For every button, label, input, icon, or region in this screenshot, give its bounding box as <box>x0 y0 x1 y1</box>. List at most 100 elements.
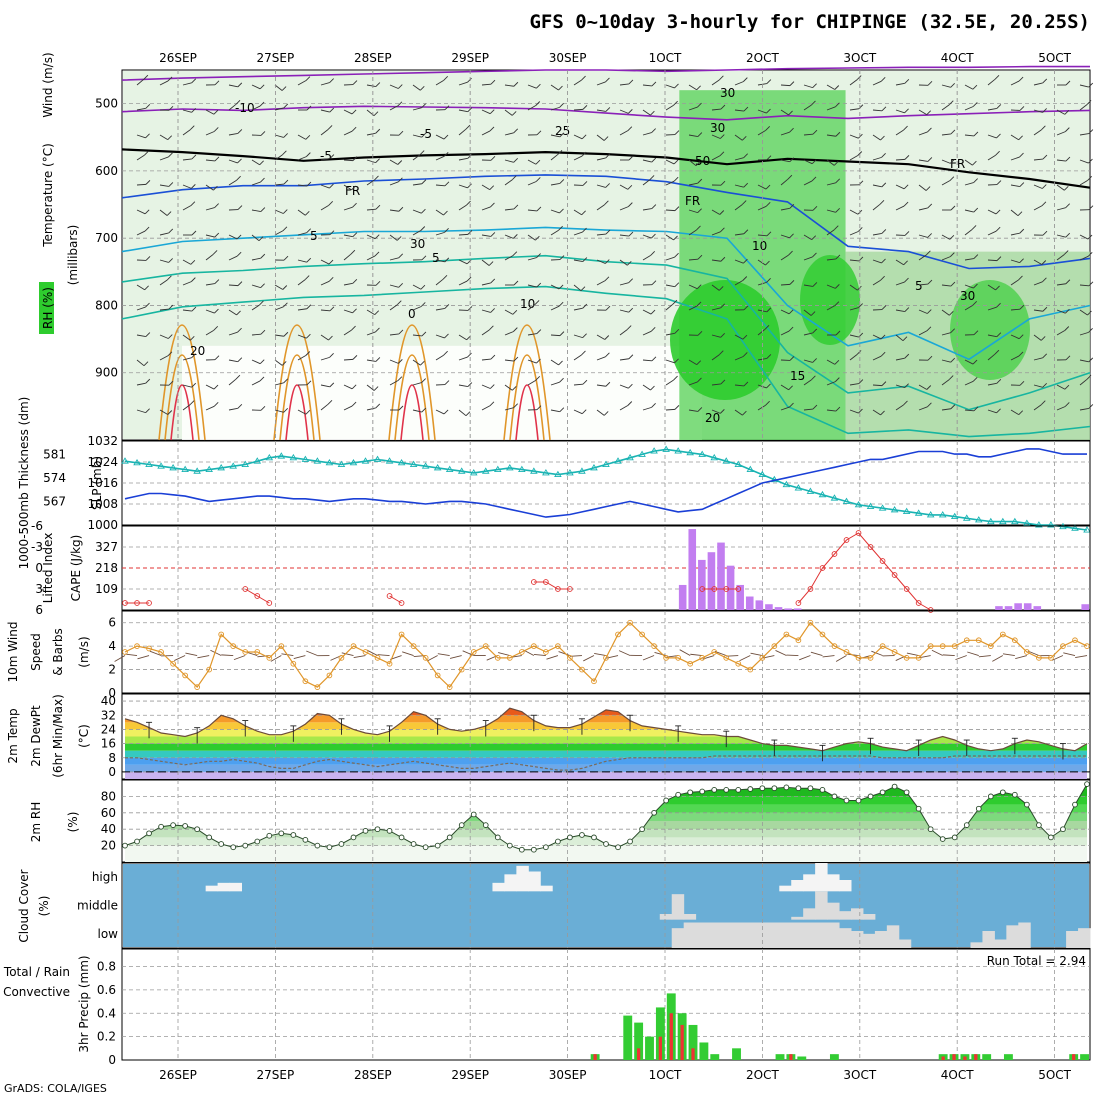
wind-barb <box>690 653 703 656</box>
wind-barb <box>320 403 329 411</box>
temp-band <box>125 750 1087 758</box>
wind-barb <box>987 306 997 311</box>
rh-marker <box>230 844 237 851</box>
wind-barb <box>734 81 744 86</box>
wind-barb-flag <box>835 284 840 289</box>
wind-speed-marker <box>651 643 657 649</box>
wind-barb <box>297 80 307 86</box>
thickness-marker <box>337 460 346 467</box>
wind-speed-marker <box>386 660 393 667</box>
rh-marker <box>831 793 838 800</box>
wind-barb-flag <box>1088 281 1094 287</box>
wind-barb-flag <box>329 154 335 159</box>
wind-barb <box>573 259 583 263</box>
rh-marker <box>350 834 357 841</box>
wind-barb <box>1079 84 1089 88</box>
thickness-marker <box>361 457 370 464</box>
wind-barb <box>550 209 560 214</box>
wind-barb <box>527 181 537 186</box>
rh-tick-label: 20 <box>101 839 116 853</box>
precip-total-label: Total / Rain <box>3 965 70 979</box>
li-tick-label: 6 <box>35 603 43 617</box>
wind-barb <box>734 356 744 361</box>
wind-barb <box>136 334 146 338</box>
wind-barb-flag <box>696 225 701 231</box>
wind-barb <box>849 307 859 311</box>
wind-barb-flag <box>1018 76 1024 82</box>
wind-barb <box>895 205 905 211</box>
cloud-bar <box>1078 928 1091 948</box>
wind-barb-flag <box>673 176 679 182</box>
wind-axis-label-2: Speed <box>29 633 43 671</box>
wind-barb <box>527 284 537 288</box>
wind-barb-flag <box>603 411 609 416</box>
thickness-marker <box>133 458 141 466</box>
wind-barb <box>343 358 354 361</box>
wind-barb-flag <box>467 352 472 358</box>
wind-barb-flag <box>766 307 772 313</box>
wind-barb <box>1056 384 1066 390</box>
rh-marker <box>615 844 621 851</box>
thickness-marker <box>373 455 382 462</box>
wind-barb <box>987 334 997 338</box>
wind-barb-flag <box>948 100 954 106</box>
wind-speed-marker <box>939 643 946 649</box>
wind-barb <box>228 407 238 411</box>
wind-barb <box>619 234 629 237</box>
wind-barb <box>918 184 927 191</box>
wind-barb-flag <box>444 181 450 187</box>
wind-barb-flag <box>559 208 564 214</box>
wind-barb <box>435 409 445 415</box>
wind-barb-flag <box>534 300 540 305</box>
day-label-bottom: 2OCT <box>746 1068 779 1082</box>
wind-barb <box>182 109 192 113</box>
wind-barb-flag <box>995 285 1000 291</box>
rh-marker <box>567 834 573 841</box>
wind-barb-flag <box>881 182 887 188</box>
wind-barb <box>826 381 836 386</box>
wind-barb <box>872 259 882 264</box>
wind-barb-flag <box>329 306 335 312</box>
precip-total-bar <box>688 1024 698 1060</box>
wind-barb <box>297 409 307 415</box>
li-marker <box>867 544 874 550</box>
wind-barb-flag <box>375 327 380 333</box>
wind-barb-flag <box>490 202 495 208</box>
wind-barb-flag <box>1088 129 1094 134</box>
wind-barb-flag <box>766 108 771 114</box>
warm-isotherm <box>388 324 436 441</box>
cloud-bar <box>528 871 541 892</box>
day-label-top: 3OCT <box>843 51 876 65</box>
wind-barb-flag <box>605 107 611 112</box>
wind-barb-flag <box>304 275 310 280</box>
wind-barb-flag <box>994 75 1000 80</box>
wind-barb-flag <box>651 204 657 209</box>
li-marker <box>831 551 838 557</box>
wind-barb <box>228 309 237 316</box>
wind-speed-marker <box>470 649 477 655</box>
rh-marker <box>326 844 333 851</box>
wind-barb-flag <box>697 377 702 383</box>
wind-barb-flag <box>1018 275 1023 281</box>
wind-barb-flag <box>396 300 402 306</box>
wind-barb <box>688 182 698 186</box>
rh-marker <box>939 836 946 842</box>
rh-marker <box>290 832 297 838</box>
wind-barb-flag <box>766 383 771 389</box>
cloud-bar <box>683 922 697 948</box>
precip-convective-bar <box>963 1056 967 1060</box>
wind-barb-flag <box>168 105 174 111</box>
cloud-bar <box>791 922 804 948</box>
temperature-axis-label: Temperature (°C) <box>41 143 55 248</box>
wind-barb-flag <box>1087 310 1092 316</box>
wind-barb <box>711 307 721 311</box>
pressure-axis-label: (millibars) <box>66 225 80 286</box>
wind-barb <box>1056 254 1065 261</box>
wind-barb <box>734 109 744 112</box>
precip-total-bar <box>797 1056 807 1060</box>
wind-barb <box>504 407 514 411</box>
rh-marker <box>555 838 561 845</box>
wind-barb-flag <box>812 358 817 363</box>
wind-speed-marker <box>398 631 405 638</box>
wind-barb <box>941 84 951 88</box>
